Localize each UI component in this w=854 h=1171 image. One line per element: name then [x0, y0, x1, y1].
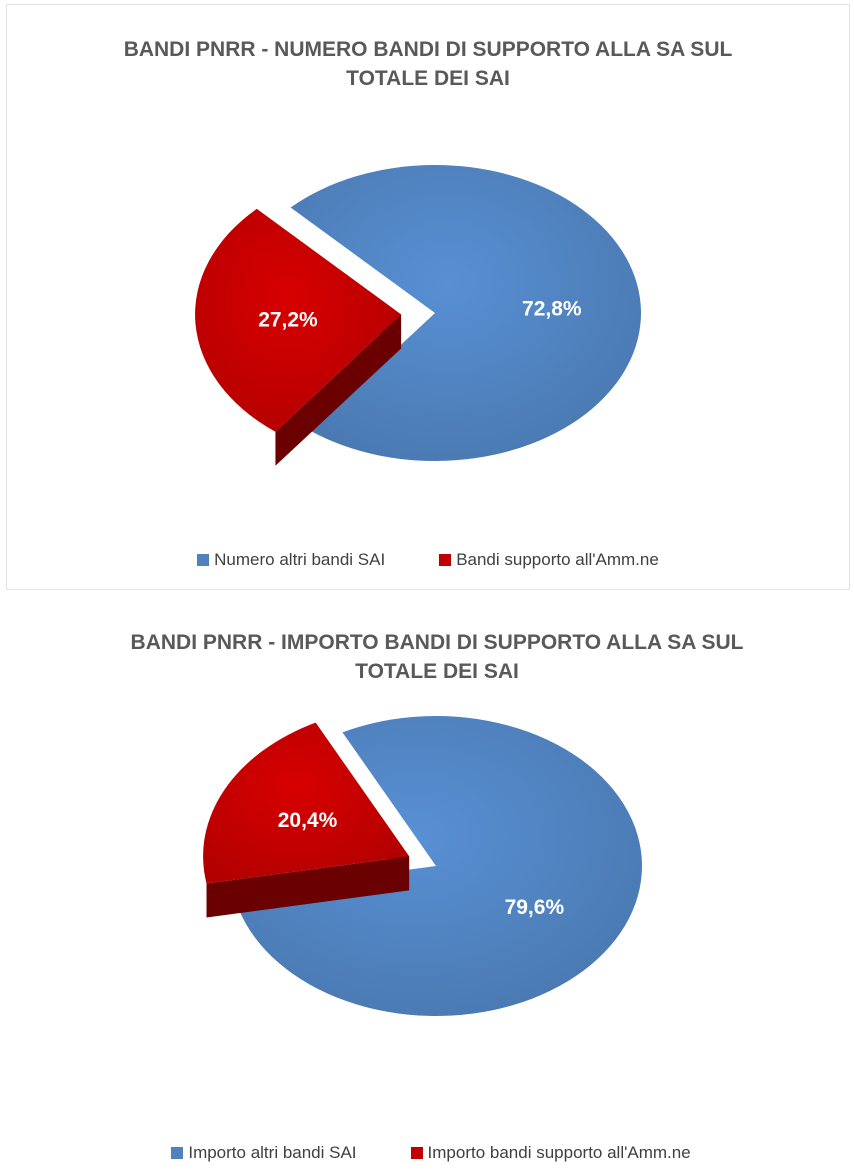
legend-item-blue: Numero altri bandi SAI — [197, 550, 385, 570]
legend-item-blue: Importo altri bandi SAI — [171, 1143, 357, 1163]
pie-slice-red: 27,2% — [195, 208, 402, 466]
legend-item-red: Importo bandi supporto all'Amm.ne — [410, 1143, 691, 1163]
pie-chart-numero: 72,8% 27,2% — [195, 165, 641, 466]
legend-label: Bandi supporto all'Amm.ne — [456, 550, 659, 569]
chart-legend: Importo altri bandi SAI Importo bandi su… — [10, 1143, 852, 1163]
legend-item-red: Bandi supporto all'Amm.ne — [439, 550, 659, 570]
chart-title-line-1: BANDI PNRR - NUMERO BANDI DI SUPPORTO AL… — [123, 38, 733, 61]
pie-chart-importo: 79,6% 20,4% — [203, 716, 643, 1016]
pie-slice-blue: 79,6% — [233, 716, 643, 1016]
chart-panel-importo: 79,6% 20,4% BANDI PNRR - IMPORTO BANDI DI… — [6, 598, 848, 1168]
legend-swatch-blue — [197, 554, 210, 566]
legend-label: Importo altri bandi SAI — [188, 1143, 357, 1162]
chart-title: BANDI PNRR - IMPORTO BANDI DI SUPPORTO A… — [56, 628, 818, 686]
chart-title-line-2: TOTALE DEI SAI — [355, 660, 519, 683]
chart-panel-numero: 72,8% 27,2% BANDI PNRR - NUMERO BANDI DI … — [6, 4, 850, 590]
chart-title: BANDI PNRR - NUMERO BANDI DI SUPPORTO AL… — [47, 35, 809, 93]
legend-label: Numero altri bandi SAI — [214, 550, 386, 569]
chart-title-line-1: BANDI PNRR - IMPORTO BANDI DI SUPPORTO A… — [130, 631, 744, 654]
pie-slice-red: 20,4% — [203, 722, 410, 918]
legend-label: Importo bandi supporto all'Amm.ne — [427, 1143, 691, 1162]
legend-swatch-red — [410, 1147, 423, 1159]
legend-swatch-blue — [171, 1147, 184, 1159]
pie-slice-blue: 72,8% — [290, 165, 641, 461]
chart-legend: Numero altri bandi SAI Bandi supporto al… — [7, 550, 849, 570]
data-label: 27,2% — [258, 308, 318, 331]
chart-title-line-2: TOTALE DEI SAI — [346, 67, 510, 90]
legend-swatch-red — [439, 554, 452, 566]
data-label: 72,8% — [522, 298, 582, 321]
data-label: 20,4% — [278, 809, 338, 832]
data-label: 79,6% — [505, 896, 565, 919]
